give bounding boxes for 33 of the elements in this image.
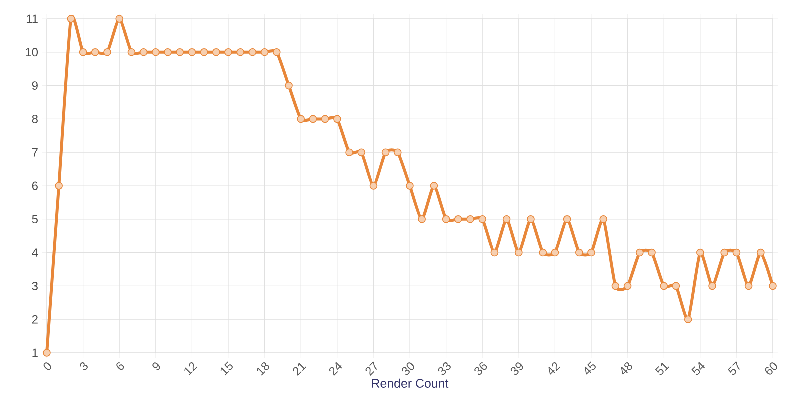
- x-axis-title: Render Count: [372, 378, 449, 388]
- x-tick-label: 57: [728, 362, 740, 376]
- x-tick-label: 51: [655, 362, 670, 376]
- y-tick-label: 8: [32, 114, 38, 124]
- x-tick-label: 15: [220, 362, 233, 376]
- x-tick-label: 6: [116, 362, 124, 370]
- y-tick-label: 1: [32, 348, 38, 358]
- x-tick-label: 30: [402, 362, 414, 376]
- x-tick-label: 18: [257, 362, 270, 376]
- x-tick-label: 3: [80, 362, 88, 370]
- x-tick-label: 9: [152, 362, 160, 370]
- y-tick-label: 2: [32, 315, 38, 324]
- x-tick-label: 33: [438, 362, 451, 376]
- x-tick-label: 39: [510, 362, 524, 376]
- y-tick-label: 5: [32, 215, 38, 224]
- x-tick-label: 27: [366, 362, 378, 376]
- x-tick-label: 42: [548, 362, 561, 375]
- y-tick-label: 6: [32, 182, 38, 190]
- x-tick-label: 0: [44, 362, 52, 370]
- x-tick-label: 12: [184, 362, 198, 376]
- x-tick-label: 21: [293, 363, 307, 376]
- y-tick-label: 4: [32, 248, 38, 257]
- x-tick-label: 36: [474, 362, 488, 376]
- x-tick-label: 60: [765, 362, 778, 375]
- y-tick-label: 11: [26, 14, 38, 24]
- y-tick-label: 10: [26, 48, 38, 57]
- y-tick-label: 9: [32, 82, 38, 90]
- x-tick-label: 45: [584, 362, 596, 375]
- y-tick-label: 3: [32, 282, 38, 290]
- x-tick-label: 48: [621, 362, 632, 375]
- y-tick-label: 7: [32, 148, 38, 157]
- x-tick-label: 24: [329, 362, 342, 376]
- x-tick-label: 54: [692, 362, 706, 376]
